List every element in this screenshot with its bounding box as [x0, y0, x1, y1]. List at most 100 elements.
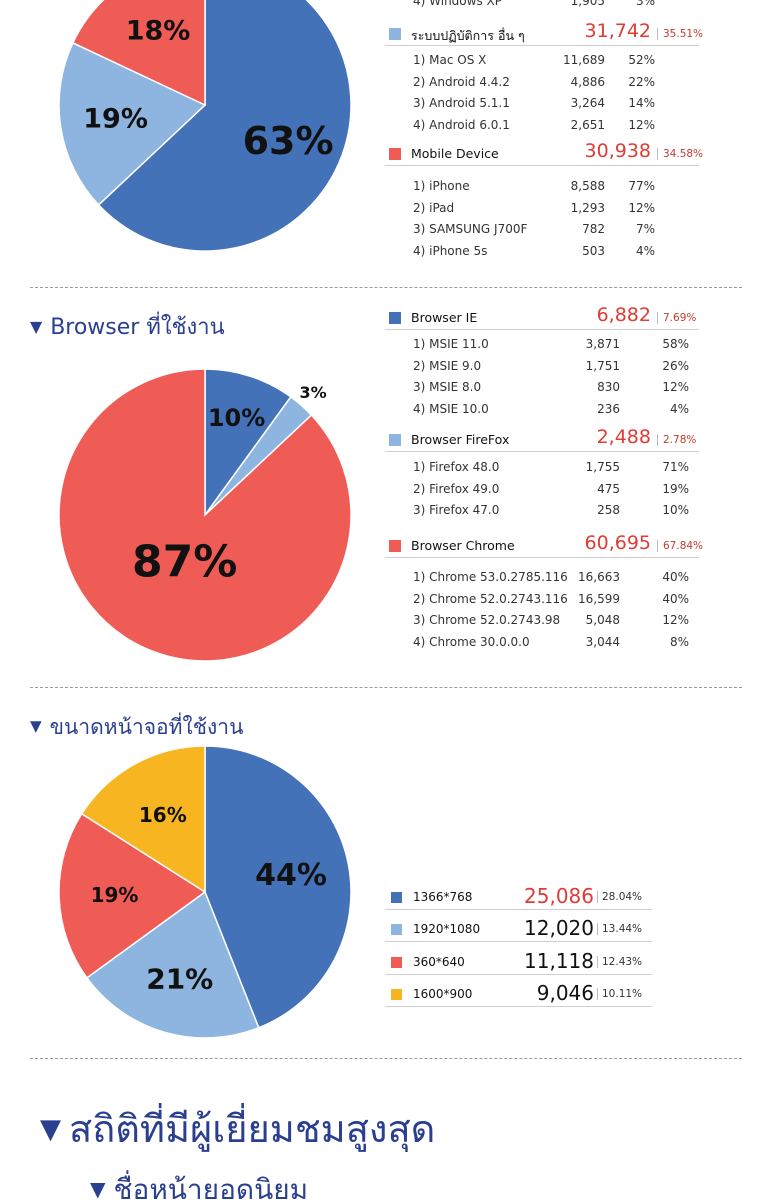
- group-total: 31,742: [584, 20, 651, 42]
- row-label: 3) MSIE 8.0: [413, 380, 482, 395]
- table-row: 3) MSIE 8.0 830 12%: [385, 378, 695, 398]
- screen-size-row: 1600*900 9,046 10.11%: [385, 980, 652, 1007]
- top-stats-title: ▼ สถิติที่มีผู้เยี่ยมชมสูงสุด: [40, 1107, 436, 1151]
- triangle-down-icon: ▼: [90, 1177, 106, 1200]
- pie-slice: [58, 812, 207, 979]
- table-row: 3) Android 5.1.1 3,264 14%: [385, 94, 695, 114]
- row-label: 3) Chrome 52.0.2743.98: [413, 613, 561, 628]
- row-label: 1) Chrome 53.0.2785.116: [413, 570, 568, 584]
- table-row: 1) Chrome 53.0.2785.116 16,663 40%: [385, 568, 695, 588]
- row-label: 4) MSIE 10.0: [413, 402, 489, 417]
- screen-size-percent: 10.11%: [597, 987, 642, 1000]
- screen-size-label: 360*640: [413, 954, 465, 969]
- legend-swatch: [391, 988, 402, 1000]
- pie-slice: [80, 745, 206, 894]
- table-row: 4) iPhone 5s 503 4%: [385, 242, 695, 262]
- group-header: Mobile Device 30,938 34.58%: [385, 140, 703, 166]
- row-count: 16,599: [578, 591, 620, 606]
- pie-slice: [97, 0, 352, 252]
- row-percent: 52%: [628, 53, 655, 67]
- group-total: 60,695: [584, 532, 651, 554]
- triangle-down-icon: ▼: [30, 316, 43, 336]
- pie-slice-label: 19%: [91, 883, 139, 907]
- screen-size-label: 1600*900: [413, 986, 473, 1001]
- row-percent: 12%: [662, 613, 689, 628]
- legend-swatch: [391, 956, 402, 968]
- pie-slice-label: 44%: [255, 858, 327, 893]
- row-count: 3,871: [585, 337, 620, 351]
- table-row: 3) Chrome 52.0.2743.98 5,048 12%: [385, 611, 695, 631]
- group-header: ระบบปฏิบัติการ อื่น ๆ 31,742 35.51%: [385, 20, 703, 46]
- row-percent: 3%: [635, 0, 655, 8]
- row-count: 830: [597, 380, 620, 395]
- row-label: 2) Chrome 52.0.2743.116: [413, 591, 568, 606]
- row-label: 1) MSIE 11.0: [413, 337, 489, 351]
- row-label: 2) Firefox 49.0: [413, 481, 500, 496]
- row-count: 16,663: [578, 570, 620, 584]
- pie-slice: [204, 368, 292, 518]
- row-percent: 14%: [628, 96, 655, 111]
- row-label: 1) iPhone: [413, 179, 470, 193]
- row-label: 1) Firefox 48.0: [413, 460, 500, 474]
- row-count: 1,755: [585, 460, 620, 474]
- pie-slice-label: 21%: [146, 962, 213, 995]
- screen-size-label: 1920*1080: [413, 922, 481, 937]
- pie-slice: [71, 0, 206, 107]
- table-row: 3) SAMSUNG J700F 782 7%: [385, 220, 695, 240]
- row-count: 11,689: [563, 53, 605, 67]
- table-row: 2) Chrome 52.0.2743.116 16,599 40%: [385, 590, 695, 610]
- row-percent: 40%: [662, 591, 689, 606]
- screen-size-row: 1366*768 25,086 28.04%: [385, 884, 652, 910]
- row-percent: 22%: [628, 74, 655, 89]
- row-label: 2) MSIE 9.0: [413, 358, 482, 373]
- screen-size-row: 1920*1080 12,020 13.44%: [385, 916, 652, 943]
- pie-slice-label: 3%: [300, 383, 327, 402]
- screen-size-total: 9,046: [536, 980, 594, 1005]
- section-divider: [30, 287, 742, 288]
- table-row: 1) Mac OS X 11,689 52%: [385, 51, 695, 71]
- section-divider: [30, 687, 742, 688]
- group-name: Browser Chrome: [411, 538, 515, 553]
- screen-size-row: 360*640 11,118 12.43%: [385, 948, 652, 975]
- table-row: 3) Firefox 47.0 258 10%: [385, 501, 695, 521]
- row-percent: 71%: [662, 460, 689, 474]
- row-label: 4) iPhone 5s: [413, 244, 488, 259]
- group-header: Browser IE 6,882 7.69%: [385, 304, 699, 330]
- row-label: 4) Windows XP: [413, 0, 502, 8]
- section-divider: [30, 1058, 742, 1059]
- row-count: 5,048: [585, 613, 620, 628]
- row-percent: 40%: [662, 570, 689, 584]
- screen-size-total: 11,118: [524, 948, 594, 973]
- os-pie-chart: 63% 19% 18%: [58, 0, 352, 252]
- group-percent: 34.58%: [657, 148, 703, 160]
- row-label: 4) Chrome 30.0.0.0: [413, 635, 530, 650]
- table-row: 4) MSIE 10.0 236 4%: [385, 400, 695, 420]
- pie-slice: [85, 890, 260, 1039]
- triangle-down-icon: ▼: [40, 1114, 62, 1145]
- pie-slice-label: 63%: [243, 119, 334, 163]
- screen-size-pie-chart: 44% 21% 19% 16%: [58, 745, 352, 1039]
- row-count: 8,588: [570, 179, 605, 193]
- pie-slice: [58, 41, 207, 207]
- pie-slice-label: 16%: [139, 803, 187, 827]
- row-count: 258: [597, 503, 620, 518]
- row-label: 3) SAMSUNG J700F: [413, 222, 528, 237]
- pie-slice-label: 10%: [208, 404, 265, 432]
- group-name: Mobile Device: [411, 146, 499, 161]
- row-percent: 26%: [662, 358, 689, 373]
- row-label: 2) Android 4.4.2: [413, 74, 510, 89]
- screen-size-label: 1366*768: [413, 890, 473, 904]
- row-label: 4) Android 6.0.1: [413, 118, 510, 133]
- table-row: 4) Chrome 30.0.0.0 3,044 8%: [385, 633, 695, 653]
- row-percent: 4%: [669, 402, 689, 417]
- group-header: Browser FireFox 2,488 2.78%: [385, 426, 699, 452]
- row-label: 3) Firefox 47.0: [413, 503, 500, 518]
- pie-slice-label: 87%: [132, 536, 237, 587]
- legend-swatch: [389, 312, 401, 324]
- screen-size-percent: 13.44%: [597, 923, 642, 936]
- row-count: 475: [597, 481, 620, 496]
- table-row: 1) Firefox 48.0 1,755 71%: [385, 458, 695, 478]
- popular-pages-title: ▼ ชื่อหน้ายอดนิยม: [90, 1173, 309, 1200]
- group-percent: 2.78%: [657, 434, 696, 446]
- row-percent: 12%: [628, 118, 655, 133]
